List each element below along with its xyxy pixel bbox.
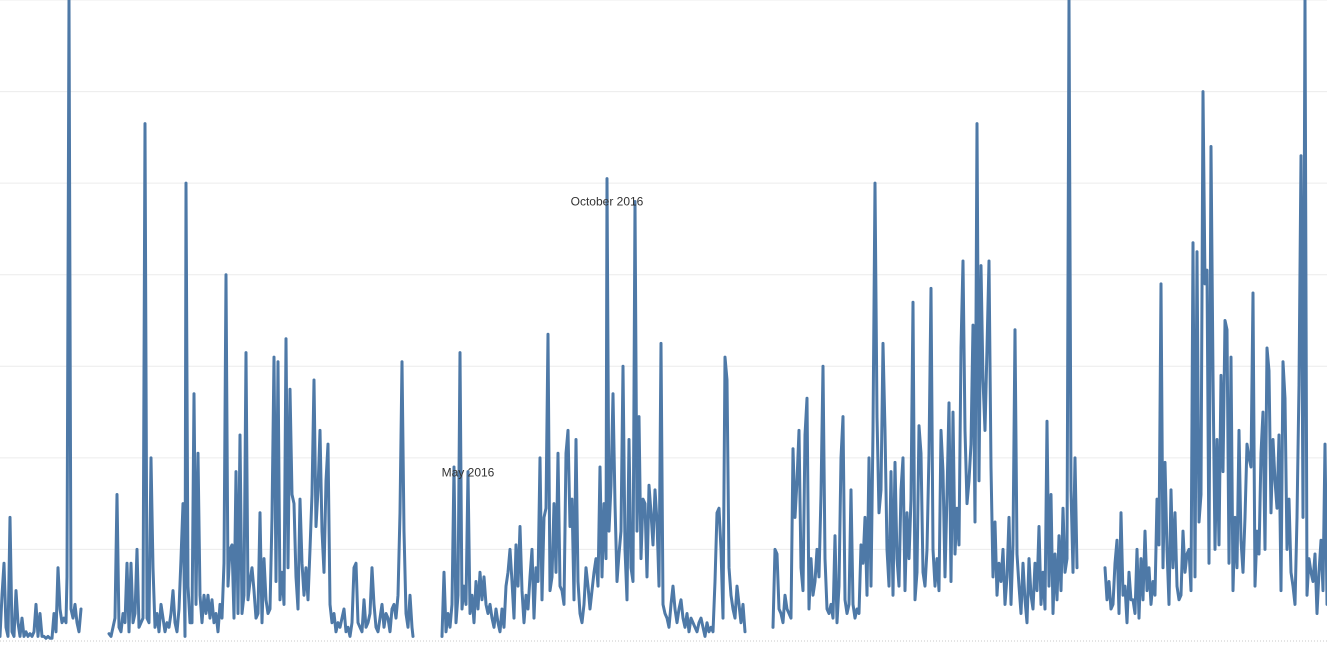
gridlines [0,0,1327,550]
series-line-segment [0,0,83,640]
series-line-segment [771,0,1079,629]
series-line-segment [1103,0,1327,625]
series-line-segment [107,122,415,638]
annotation-group: May 2016 October 2016 [442,194,644,479]
series-line-segment [440,177,747,638]
annotation-label: May 2016 [442,465,495,479]
annotation-label: October 2016 [571,194,644,208]
